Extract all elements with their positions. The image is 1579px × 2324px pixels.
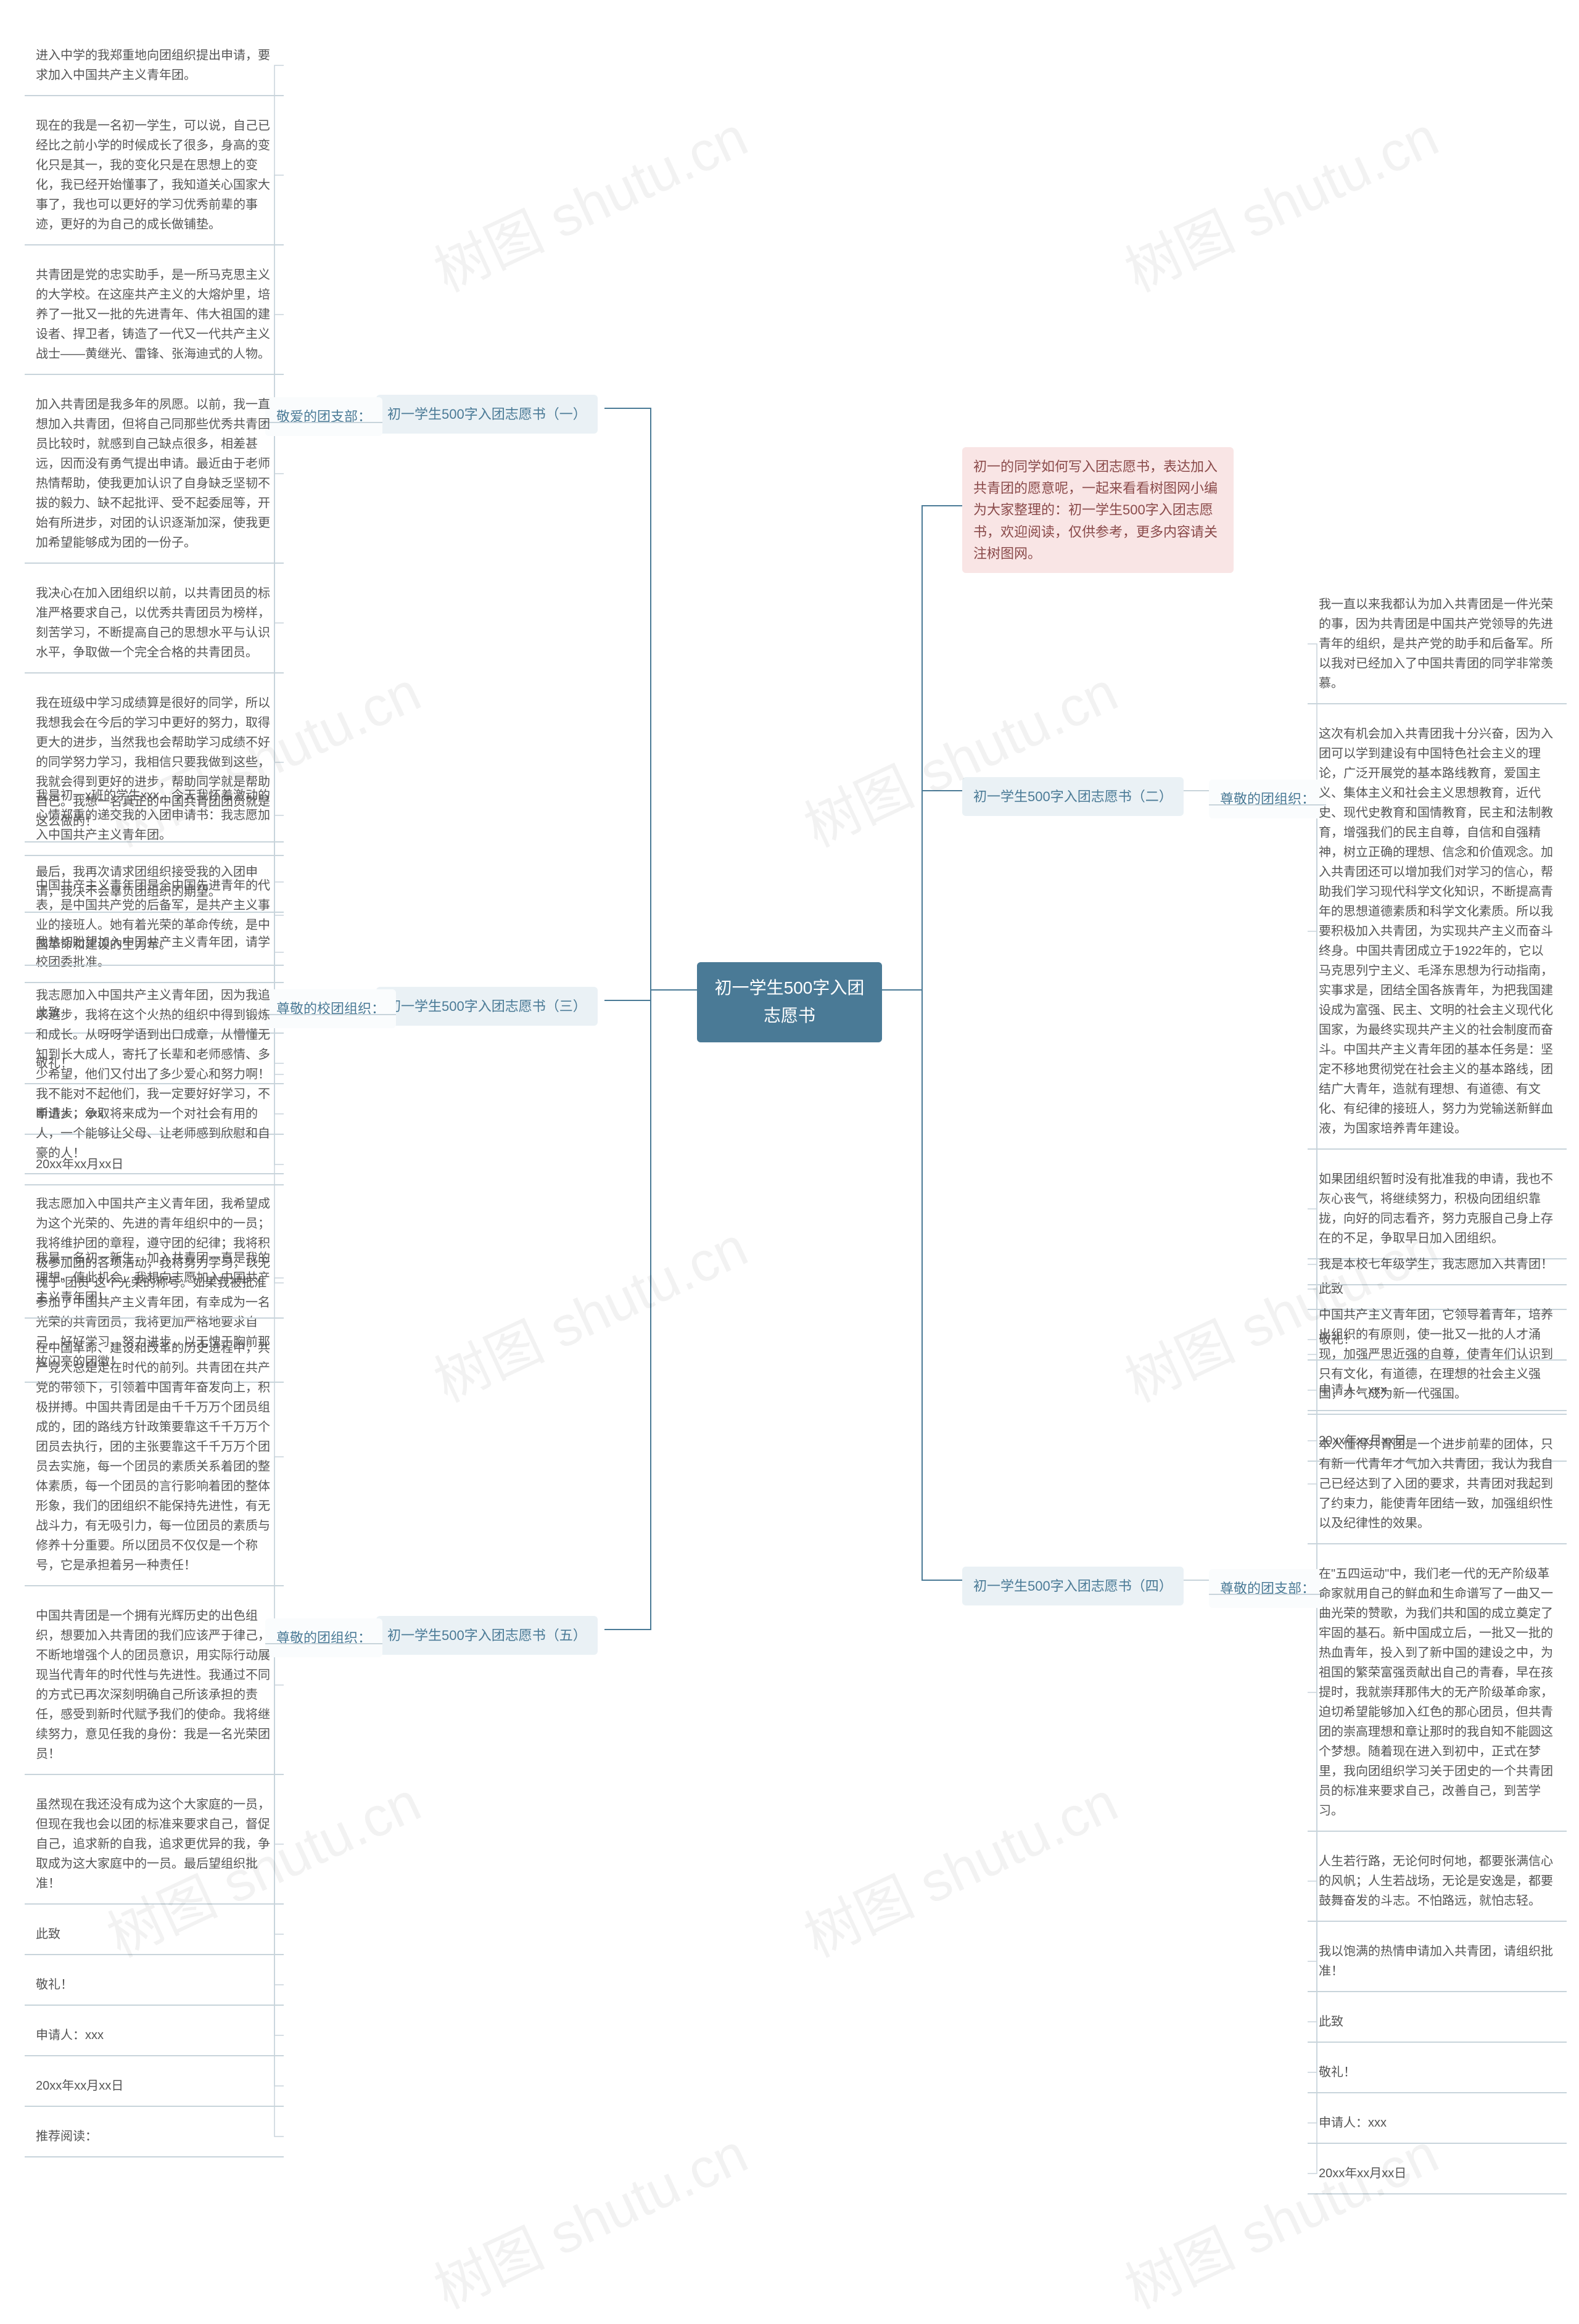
leaf-b4-3: 在"五四运动"中，我们老一代的无产阶级革命家就用自己的鲜血和生命谱写了一曲又一曲… bbox=[1308, 1556, 1567, 1829]
leaf-b5-0: 我是一名初一新生，加入共青团一直是我的理想。值此机会，我想向志愿加入中国共产主义… bbox=[25, 1240, 284, 1316]
leaf-b1-0: 进入中学的我郑重地向团组织提出申请，要求加入中国共产主义青年团。 bbox=[25, 37, 284, 94]
leaf-b4-2: 本人懂得共青团是一个进步前辈的团体，只有新一代青年才气加入共青团，我认为我自己已… bbox=[1308, 1426, 1567, 1542]
leaf-b1-1: 现在的我是一名初一学生，可以说，自己已经比之前小学的时候成长了很多，身高的变化只… bbox=[25, 107, 284, 243]
leaf-b5-6: 申请人：xxx bbox=[25, 2017, 284, 2054]
leaf-b3-2: 我志愿加入中国共产主义青年团，因为我追求进步，我将在这个火热的组织中得到锻炼和成… bbox=[25, 977, 284, 1172]
leaf-b4-7: 敬礼！ bbox=[1308, 2054, 1567, 2091]
intermed-b3: 尊敬的校团组织： bbox=[265, 989, 396, 1028]
watermark: 树图 shutu.cn bbox=[419, 1203, 758, 1417]
leaf-b2-0: 我一直以来我都认为加入共青团是一件光荣的事，因为共青团是中国共产党领导的先进青年… bbox=[1308, 586, 1567, 702]
leaf-b1-3: 加入共青团是我多年的夙愿。以前，我一直想加入共青团，但将自己同那些优秀共青团员比… bbox=[25, 386, 284, 561]
leaf-b5-5: 敬礼！ bbox=[25, 1966, 284, 2003]
leaf-b4-0: 我是本校七年级学生，我志愿加入共青团！ bbox=[1308, 1246, 1567, 1283]
leaf-b4-1: 中国共产主义青年团，它领导着青年，培养出组织的有原则，使一批又一批的人才涌现，加… bbox=[1308, 1296, 1567, 1412]
center-node: 初一学生500字入团志愿书 bbox=[697, 962, 882, 1042]
leaf-b5-4: 此致 bbox=[25, 1916, 284, 1953]
watermark: 树图 shutu.cn bbox=[790, 648, 1128, 862]
watermark: 树图 shutu.cn bbox=[419, 93, 758, 307]
leaf-b5-7: 20xx年xx月xx日 bbox=[25, 2067, 284, 2104]
branch-b4: 初一学生500字入团志愿书（四） bbox=[962, 1567, 1184, 1605]
leaf-b4-5: 我以饱满的热情申请加入共青团，请组织批准！ bbox=[1308, 1933, 1567, 1990]
leaf-b4-8: 申请人：xxx bbox=[1308, 2104, 1567, 2141]
leaf-b4-6: 此致 bbox=[1308, 2003, 1567, 2040]
leaf-b1-4: 我决心在加入团组织以前，以共青团员的标准严格要求自己，以优秀共青团员为榜样，刻苦… bbox=[25, 575, 284, 671]
branch-b2: 初一学生500字入团志愿书（二） bbox=[962, 777, 1184, 816]
intro-node: 初一的同学如何写入团志愿书，表达加入共青团的愿意呢，一起来看看树图网小编为大家整… bbox=[962, 447, 1234, 573]
branch-b5: 初一学生500字入团志愿书（五） bbox=[376, 1616, 598, 1655]
leaf-b3-0: 我是初一x班的学生xxx，今天我怀着激动的心情郑重的递交我的入团申请书：我志愿加… bbox=[25, 777, 284, 854]
leaf-b3-1: 中国共产主义青年团是全中国先进青年的代表，是中国共产党的后备军，是共产主义事业的… bbox=[25, 867, 284, 963]
leaf-b5-1: 在中国革命、建设和改革的历史进程中，共产党人总是走在时代的前列。共青团在共产党的… bbox=[25, 1330, 284, 1584]
leaf-b4-4: 人生若行路，无论何时何地，都要张满信心的风帆；人生若战场，无论是安逸是，都要鼓舞… bbox=[1308, 1843, 1567, 1919]
leaf-b5-2: 中国共青团是一个拥有光辉历史的出色组织，想要加入共青团的我们应该严于律己，不断地… bbox=[25, 1597, 284, 1773]
leaf-b5-8: 推荐阅读： bbox=[25, 2118, 284, 2155]
branch-b3: 初一学生500字入团志愿书（三） bbox=[376, 987, 598, 1026]
leaf-b2-1: 这次有机会加入共青团我十分兴奋，因为入团可以学到建设有中国特色社会主义的理论，广… bbox=[1308, 715, 1567, 1147]
leaf-b2-2: 如果团组织暂时没有批准我的申请，我也不灰心丧气，将继续努力，积极向团组织靠拢，向… bbox=[1308, 1161, 1567, 1257]
watermark: 树图 shutu.cn bbox=[1110, 93, 1449, 307]
leaf-b1-2: 共青团是党的忠实助手，是一所马克思主义的大学校。在这座共产主义的大熔炉里，培养了… bbox=[25, 257, 284, 373]
leaf-b5-3: 虽然现在我还没有成为这个大家庭的一员，但现在我也会以团的标准来要求自己，督促自己… bbox=[25, 1786, 284, 1902]
watermark: 树图 shutu.cn bbox=[419, 2109, 758, 2324]
leaf-b4-9: 20xx年xx月xx日 bbox=[1308, 2155, 1567, 2192]
branch-b1: 初一学生500字入团志愿书（一） bbox=[376, 395, 598, 434]
watermark: 树图 shutu.cn bbox=[790, 1758, 1128, 1972]
